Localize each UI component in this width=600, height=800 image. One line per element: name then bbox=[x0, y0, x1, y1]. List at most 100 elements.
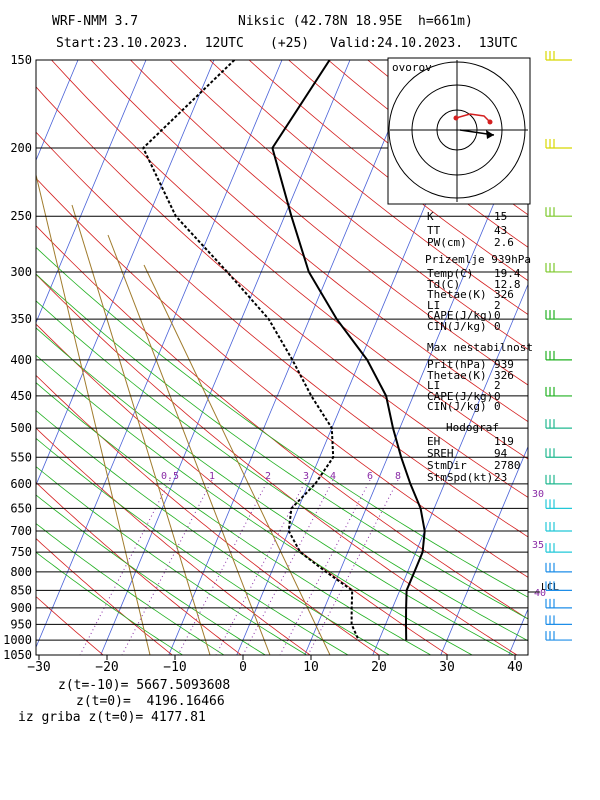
pw-value: 2.6 bbox=[494, 236, 514, 249]
pressure-tick-label: 300 bbox=[10, 265, 32, 279]
temp-tick-label: 30 bbox=[439, 660, 455, 675]
pressure-tick-label: 450 bbox=[10, 389, 32, 403]
surface-row-label: Td(C) bbox=[427, 277, 461, 291]
mu-row-value: 326 bbox=[494, 368, 514, 382]
surface-row-value: 19.4 bbox=[494, 267, 521, 280]
mu-row-value: 0 bbox=[494, 389, 501, 403]
pressure-tick-label: 1050 bbox=[3, 648, 32, 662]
hodo-row-value: 2780 bbox=[494, 459, 521, 472]
moist-adiabat bbox=[36, 523, 225, 655]
mixing-ratio-line bbox=[215, 479, 307, 655]
hodograph-frame bbox=[387, 57, 531, 205]
hodo-row-value: 119 bbox=[494, 435, 514, 448]
mu-row-label: Thetae(K) bbox=[427, 368, 487, 382]
hodo-row-label: EH bbox=[427, 435, 441, 448]
pressure-tick-label: 1000 bbox=[3, 633, 32, 647]
k-value: 15 bbox=[494, 210, 508, 223]
model-label: WRF-NMM 3.7 bbox=[52, 14, 139, 29]
pressure-tick-label: 400 bbox=[10, 353, 32, 367]
mixing-ratio-line bbox=[79, 479, 171, 655]
hodograph-title: ovorov bbox=[392, 61, 432, 74]
plot-frame bbox=[35, 59, 529, 656]
hodograph-point bbox=[487, 119, 493, 125]
mixing-ratio-line bbox=[307, 479, 399, 655]
right-value-label: 35 bbox=[532, 540, 544, 551]
mixing-ratio-label: 6 bbox=[367, 471, 373, 482]
station-label: Niksic (42.78N 18.95E h=661m) bbox=[238, 14, 473, 29]
temp-tick-label: 0 bbox=[239, 660, 247, 675]
surface-row-label: CAPE(J/kg) bbox=[427, 309, 494, 322]
mixing-ratio-label: 8 bbox=[395, 471, 401, 482]
pressure-tick-label: 750 bbox=[10, 545, 32, 559]
pressure-tick-label: 350 bbox=[10, 312, 32, 326]
pressure-tick-label: 900 bbox=[10, 601, 32, 615]
isotherm bbox=[0, 60, 10, 655]
pressure-tick-label: 250 bbox=[10, 209, 32, 223]
brown-line bbox=[71, 204, 211, 655]
hodograf-title: Hodograf bbox=[446, 421, 499, 434]
brown-line bbox=[107, 234, 271, 655]
mixing-ratio-line bbox=[121, 479, 213, 655]
max-unstable-title: Max nestabilnost bbox=[427, 341, 533, 354]
surface-row-label: CIN(J/kg) bbox=[427, 319, 487, 333]
mu-row-label: CIN(J/kg) bbox=[427, 400, 487, 413]
pressure-tick-label: 950 bbox=[10, 617, 32, 631]
surface-row-value: 12.8 bbox=[494, 277, 521, 291]
dewpoint-profile bbox=[141, 60, 360, 641]
hodo-row-label: SREH bbox=[427, 447, 454, 460]
footer-line-2: z(t=0)= 4196.16466 bbox=[76, 694, 225, 709]
mixing-ratio-line bbox=[177, 479, 269, 655]
mu-row-value: 939 bbox=[494, 358, 514, 371]
right-value-label: 40 bbox=[534, 588, 546, 599]
temp-tick-label: 40 bbox=[507, 660, 523, 675]
mixing-ratio-label: 1 bbox=[209, 471, 215, 482]
pw-label: PW(cm) bbox=[427, 236, 467, 249]
storm-motion-arrow bbox=[486, 130, 494, 139]
lead-label: (+25) bbox=[270, 36, 310, 51]
start-label: Start:23.10.2023. 12UTC bbox=[56, 36, 244, 51]
pressure-tick-label: 850 bbox=[10, 583, 32, 597]
hodograph-trace bbox=[455, 113, 491, 123]
mu-row-label: Prit(hPa) bbox=[427, 358, 487, 371]
surface-row-value: 2 bbox=[494, 298, 501, 312]
surface-row-label: Thetae(K) bbox=[427, 288, 487, 301]
temp-tick-label: 10 bbox=[303, 660, 319, 675]
pressure-tick-label: 700 bbox=[10, 524, 32, 538]
mu-row-label: CAPE(J/kg) bbox=[427, 389, 494, 403]
pressure-tick-label: 550 bbox=[10, 450, 32, 464]
hodo-row-value: 94 bbox=[494, 447, 508, 460]
temp-tick-label: −30 bbox=[27, 660, 50, 675]
hodograph-point bbox=[453, 115, 459, 121]
surface-row-value: 0 bbox=[494, 319, 501, 333]
k-label: K bbox=[427, 210, 434, 223]
surface-row-value: 0 bbox=[494, 309, 501, 322]
mu-row-value: 0 bbox=[494, 400, 501, 413]
right-value-label: 30 bbox=[532, 489, 544, 500]
surface-row-label: LI bbox=[427, 298, 441, 312]
pressure-tick-label: 500 bbox=[10, 421, 32, 435]
pressure-tick-label: 150 bbox=[10, 53, 32, 67]
mixing-ratio-line bbox=[242, 479, 334, 655]
hodo-row-label: StmSpd(kt) bbox=[427, 471, 494, 484]
footer-line-1: z(t=-10)= 5667.5093608 bbox=[58, 678, 231, 693]
mu-row-label: LI bbox=[427, 379, 441, 392]
pressure-tick-label: 600 bbox=[10, 477, 32, 491]
hodo-row-label: StmDir bbox=[427, 459, 467, 472]
isotherm bbox=[372, 283, 528, 655]
isotherm bbox=[577, 60, 600, 655]
brown-line bbox=[36, 174, 151, 655]
mu-row-value: 2 bbox=[494, 379, 501, 392]
dry-adiabat bbox=[36, 374, 380, 655]
valid-label: Valid:24.10.2023. 13UTC bbox=[330, 36, 518, 51]
isotherm bbox=[36, 60, 283, 649]
footer-line-3: iz griba z(t=0)= 4177.81 bbox=[18, 710, 206, 725]
hodo-row-value: 23 bbox=[494, 471, 508, 484]
moist-adiabat bbox=[36, 466, 307, 655]
tt-value: 43 bbox=[494, 224, 508, 237]
dry-adiabat bbox=[169, 60, 528, 350]
isotherm bbox=[36, 60, 215, 486]
surface-title: Prizemlje 939hPa bbox=[425, 253, 531, 266]
mixing-ratio-line bbox=[279, 479, 371, 655]
pressure-tick-label: 800 bbox=[10, 565, 32, 579]
